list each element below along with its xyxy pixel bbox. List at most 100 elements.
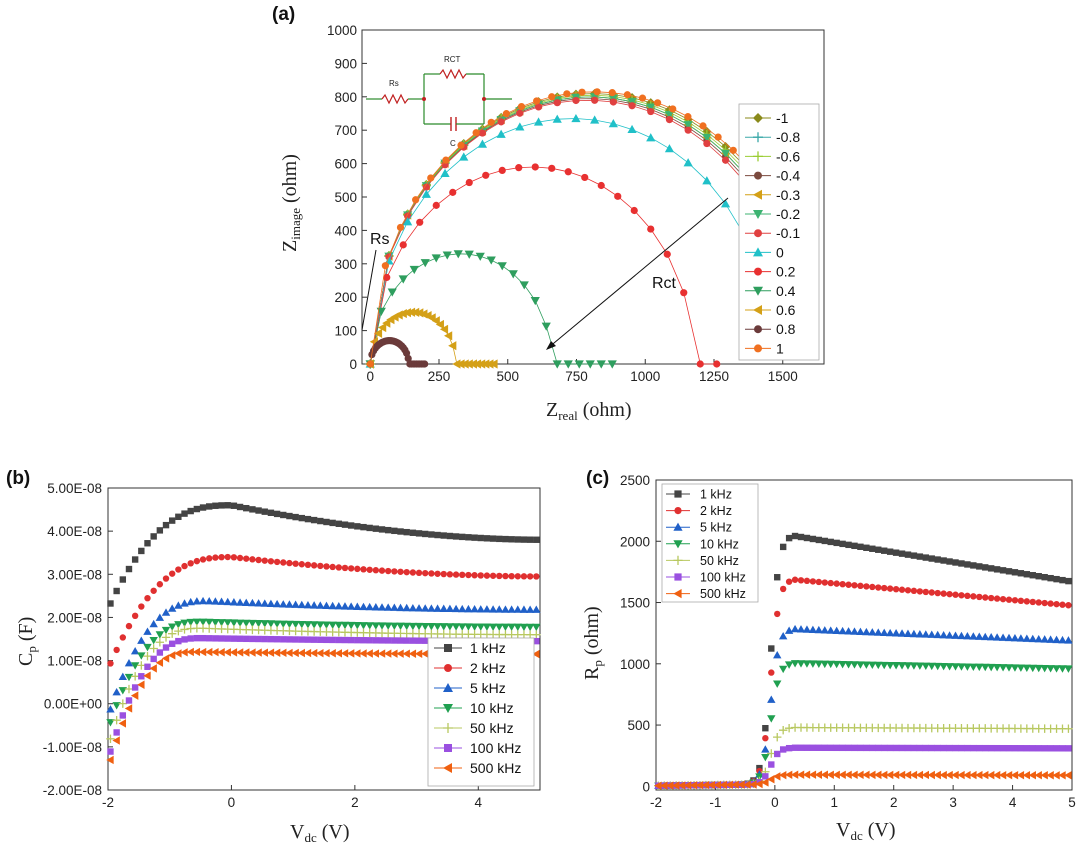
circuit-c-label: C (450, 139, 456, 148)
data-point (383, 603, 393, 611)
data-point (886, 744, 894, 752)
data-point (928, 589, 935, 596)
data-point (340, 602, 350, 610)
data-point (707, 780, 716, 790)
data-point (360, 523, 367, 531)
data-point (131, 556, 139, 563)
data-point (774, 574, 781, 581)
legend-label: -0.1 (776, 225, 800, 241)
data-point (124, 704, 133, 713)
data-point (391, 568, 398, 575)
data-point (821, 744, 828, 752)
data-point (976, 563, 983, 570)
data-point (471, 572, 478, 579)
data-point (1053, 600, 1060, 608)
data-point (784, 770, 793, 780)
data-point (898, 586, 906, 593)
y-tick-label: 2000 (620, 534, 650, 549)
data-point (372, 637, 380, 644)
data-point (323, 636, 330, 644)
data-point (459, 152, 469, 161)
data-point (862, 627, 871, 636)
data-point (1004, 664, 1014, 672)
data-point (778, 726, 788, 735)
data-point (118, 719, 127, 728)
panel-c-legend-entries: 1 kHz 2 kHz 5 kHz 10 kHz 50 kHz 100 kHz 500 kH… (666, 488, 746, 601)
data-point (1058, 635, 1067, 644)
data-point (1010, 633, 1020, 642)
data-point (862, 661, 871, 669)
data-point (279, 648, 287, 658)
data-point (459, 533, 466, 541)
data-point (850, 627, 859, 635)
data-point (737, 780, 745, 789)
data-point (1058, 771, 1066, 780)
data-point (477, 534, 484, 542)
data-point (767, 775, 775, 784)
data-point (654, 781, 662, 790)
data-point (230, 635, 238, 642)
data-point (242, 648, 250, 657)
data-point (1040, 771, 1048, 780)
data-point (155, 658, 164, 667)
data-point (174, 626, 183, 636)
data-point (695, 780, 704, 790)
data-point (113, 729, 120, 736)
data-point (452, 359, 461, 369)
data-point (578, 88, 586, 96)
data-point (946, 558, 953, 565)
series-500-kHz (654, 770, 1072, 790)
data-point (149, 644, 158, 653)
data-point (663, 250, 671, 258)
data-point (273, 510, 281, 518)
data-point (677, 781, 686, 790)
panel-a-y-title: Zimage (ohm) (279, 154, 303, 252)
data-point (891, 629, 901, 637)
data-point (402, 603, 411, 612)
data-point (433, 623, 442, 631)
data-point (909, 662, 919, 670)
data-point (206, 555, 213, 562)
data-point (809, 744, 817, 751)
data-point (421, 622, 430, 631)
data-point (255, 507, 262, 514)
data-point (809, 578, 817, 585)
data-point (808, 660, 818, 668)
data-point (486, 256, 496, 265)
data-point (664, 144, 675, 153)
data-point (435, 319, 444, 330)
data-point (403, 637, 410, 644)
data-point (316, 601, 325, 609)
data-point (137, 661, 146, 670)
data-point (398, 308, 407, 319)
legend-label: 5 kHz (470, 680, 506, 696)
data-point (161, 654, 170, 663)
data-point (875, 584, 882, 591)
data-point (815, 744, 823, 751)
series-50-kHz (654, 723, 1073, 790)
data-point (347, 636, 355, 644)
data-point (963, 663, 972, 671)
data-point (927, 630, 936, 638)
data-point (768, 669, 775, 676)
data-point (922, 744, 930, 752)
data-point (365, 649, 373, 658)
data-point (513, 623, 522, 632)
data-point (150, 587, 157, 594)
data-point (964, 561, 971, 568)
data-point (952, 591, 959, 598)
data-point (851, 744, 858, 752)
panel-a-x-title: Zreal (ohm) (546, 399, 632, 423)
x-tick-label: 5 (1068, 795, 1076, 810)
data-point (475, 252, 485, 261)
data-point (868, 628, 877, 636)
data-point (507, 623, 516, 632)
data-point (292, 636, 299, 643)
data-point (910, 744, 918, 752)
x-tick-label: 4 (475, 795, 483, 810)
data-point (187, 560, 194, 567)
data-point (458, 623, 467, 631)
legend-marker (754, 325, 762, 334)
data-point (414, 622, 424, 631)
data-point (409, 637, 417, 644)
